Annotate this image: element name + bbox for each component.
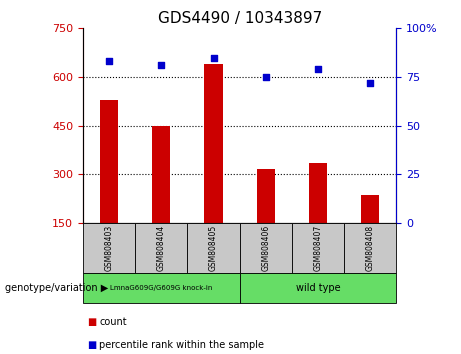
Title: GDS4490 / 10343897: GDS4490 / 10343897 <box>158 11 322 26</box>
Bar <box>152 126 171 223</box>
Text: GSM808405: GSM808405 <box>209 225 218 271</box>
Bar <box>100 100 118 223</box>
Point <box>210 55 217 60</box>
Point <box>106 58 113 64</box>
Text: GSM808404: GSM808404 <box>157 225 166 271</box>
Point <box>158 62 165 68</box>
Text: percentile rank within the sample: percentile rank within the sample <box>99 340 264 350</box>
Bar <box>204 64 223 223</box>
Text: GSM808403: GSM808403 <box>105 225 113 271</box>
Bar <box>309 163 327 223</box>
Bar <box>257 170 275 223</box>
Text: GSM808408: GSM808408 <box>366 225 375 271</box>
Text: ■: ■ <box>88 340 97 350</box>
Text: ■: ■ <box>88 317 97 327</box>
Text: wild type: wild type <box>296 282 340 293</box>
Text: count: count <box>99 317 127 327</box>
Text: GSM808406: GSM808406 <box>261 225 270 271</box>
Text: genotype/variation ▶: genotype/variation ▶ <box>5 282 108 293</box>
Point <box>262 74 270 80</box>
Bar <box>361 195 379 223</box>
Point <box>314 67 322 72</box>
Point <box>366 80 374 86</box>
Text: LmnaG609G/G609G knock-in: LmnaG609G/G609G knock-in <box>110 285 213 291</box>
Text: GSM808407: GSM808407 <box>313 225 323 271</box>
